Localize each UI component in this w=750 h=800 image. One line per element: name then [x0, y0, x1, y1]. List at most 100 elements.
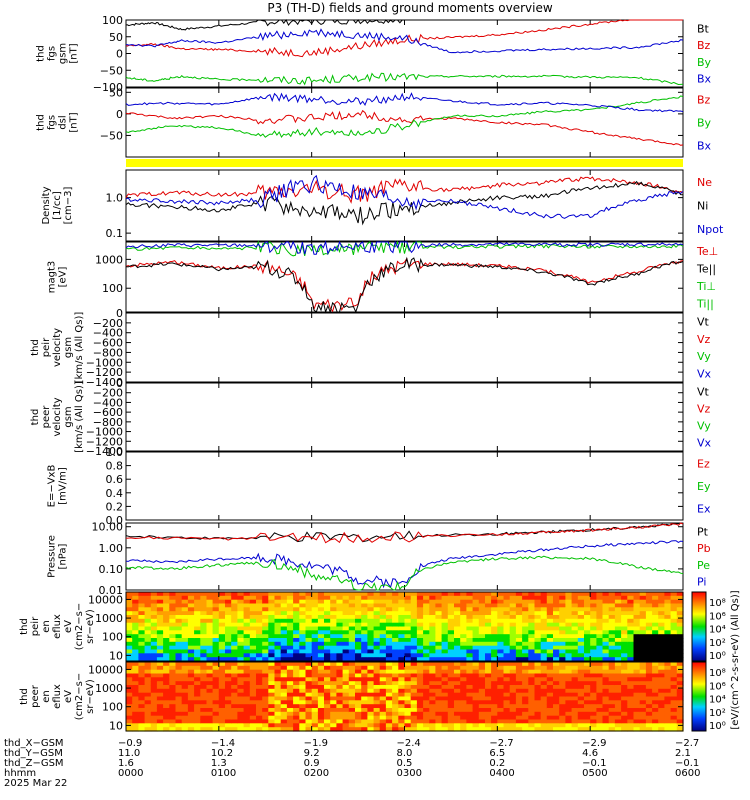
spectro-cell	[262, 592, 269, 597]
spectro-cell	[286, 595, 294, 601]
spectro-cell	[379, 630, 387, 635]
spectro-cell	[528, 688, 536, 694]
spectro-cell	[280, 681, 288, 686]
spectro-cell	[200, 685, 208, 690]
spectro-cell	[571, 692, 579, 698]
spectro-cell	[336, 677, 344, 682]
spectro-cell	[187, 692, 195, 698]
spectro-cell	[249, 715, 257, 721]
spectro-cell	[670, 595, 678, 601]
spectro-cell	[367, 665, 375, 671]
spectro-cell	[355, 727, 362, 732]
spectro-cell	[194, 611, 201, 616]
spectro-cell	[367, 708, 375, 713]
spectro-cell	[163, 595, 170, 601]
spectro-cell	[416, 688, 424, 694]
spectro-cell	[126, 626, 133, 631]
spectro-cell	[410, 638, 418, 643]
spectro-cell	[503, 634, 511, 639]
spectro-cell	[491, 700, 498, 705]
spectro-cell	[348, 611, 356, 616]
spectro-cell	[546, 688, 554, 694]
spectro-cell	[361, 603, 368, 608]
spectro-cell	[472, 626, 480, 631]
spectro-cell	[639, 708, 647, 713]
spectro-cell	[132, 727, 139, 732]
spectro-cell	[435, 715, 443, 721]
spectro-cell	[156, 685, 164, 690]
spectro-cell	[491, 677, 498, 682]
spectro-cell	[144, 662, 152, 667]
spectro-cell	[280, 645, 288, 651]
spectro-cell	[355, 711, 362, 717]
spectro-cell	[206, 618, 214, 624]
spectro-cell	[553, 692, 560, 698]
spectro-cell	[268, 634, 276, 639]
spectro-cell	[212, 704, 220, 709]
spectro-cell	[156, 692, 164, 698]
legend-entry: Bt	[697, 22, 710, 35]
spectro-cell	[200, 673, 208, 678]
spectro-cell	[596, 665, 604, 671]
spectro-cell	[602, 645, 610, 651]
spectro-cell	[503, 592, 511, 597]
spectro-cell	[206, 692, 214, 698]
spectro-cell	[546, 685, 554, 690]
spectro-cell	[243, 607, 251, 612]
spectro-cell	[398, 711, 406, 717]
spectro-cell	[491, 622, 498, 628]
spectro-cell	[218, 611, 226, 616]
spectro-cell	[274, 719, 282, 724]
spectro-cell	[169, 677, 177, 682]
spectro-cell	[485, 599, 492, 605]
spectro-cell	[163, 626, 170, 631]
spectro-cell	[243, 719, 251, 724]
spectro-cell	[206, 711, 214, 717]
spectro-cell	[237, 626, 245, 631]
spectro-cell	[423, 611, 430, 616]
spectro-cell	[317, 715, 325, 721]
spectro-cell	[645, 696, 653, 701]
spectro-cell	[447, 692, 455, 698]
spectro-cell	[478, 618, 486, 624]
ytick-label: 1000	[95, 253, 123, 266]
spectro-cell	[621, 615, 628, 620]
spectro-cell	[596, 727, 604, 732]
spectro-cell	[355, 665, 362, 671]
peer-spectrogram	[126, 662, 684, 732]
spectro-cell	[553, 685, 560, 690]
spectro-cell	[652, 681, 659, 686]
spectro-cell	[348, 719, 356, 724]
spectro-cell	[664, 615, 672, 620]
spectro-cell	[305, 615, 313, 620]
spectro-cell	[509, 618, 517, 624]
spectro-cell	[645, 723, 653, 728]
spectro-cell	[590, 653, 597, 658]
spectro-cell	[596, 696, 604, 701]
spectro-cell	[559, 704, 566, 709]
spectro-cell	[324, 681, 331, 686]
spectro-cell	[231, 622, 238, 628]
spectro-cell	[373, 673, 381, 678]
spectro-cell	[639, 715, 647, 721]
spectro-cell	[262, 681, 269, 686]
spectro-cell	[596, 603, 604, 608]
spectro-cell	[423, 662, 430, 667]
spectro-cell	[460, 688, 467, 694]
spectro-cell	[590, 711, 597, 717]
spectro-cell	[534, 681, 542, 686]
spectro-cell	[392, 645, 399, 651]
spectro-cell	[206, 653, 214, 658]
spectro-cell	[491, 715, 498, 721]
spectro-cell	[212, 727, 220, 732]
spectro-cell	[472, 634, 480, 639]
spectro-cell	[423, 696, 430, 701]
spectro-cell	[621, 657, 628, 662]
spectro-cell	[392, 685, 399, 690]
spectro-cell	[404, 615, 412, 620]
spectro-cell	[280, 711, 288, 717]
spectro-cell	[565, 662, 573, 667]
spectro-cell	[491, 653, 498, 658]
spectro-cell	[515, 715, 523, 721]
spectro-cell	[218, 727, 226, 732]
